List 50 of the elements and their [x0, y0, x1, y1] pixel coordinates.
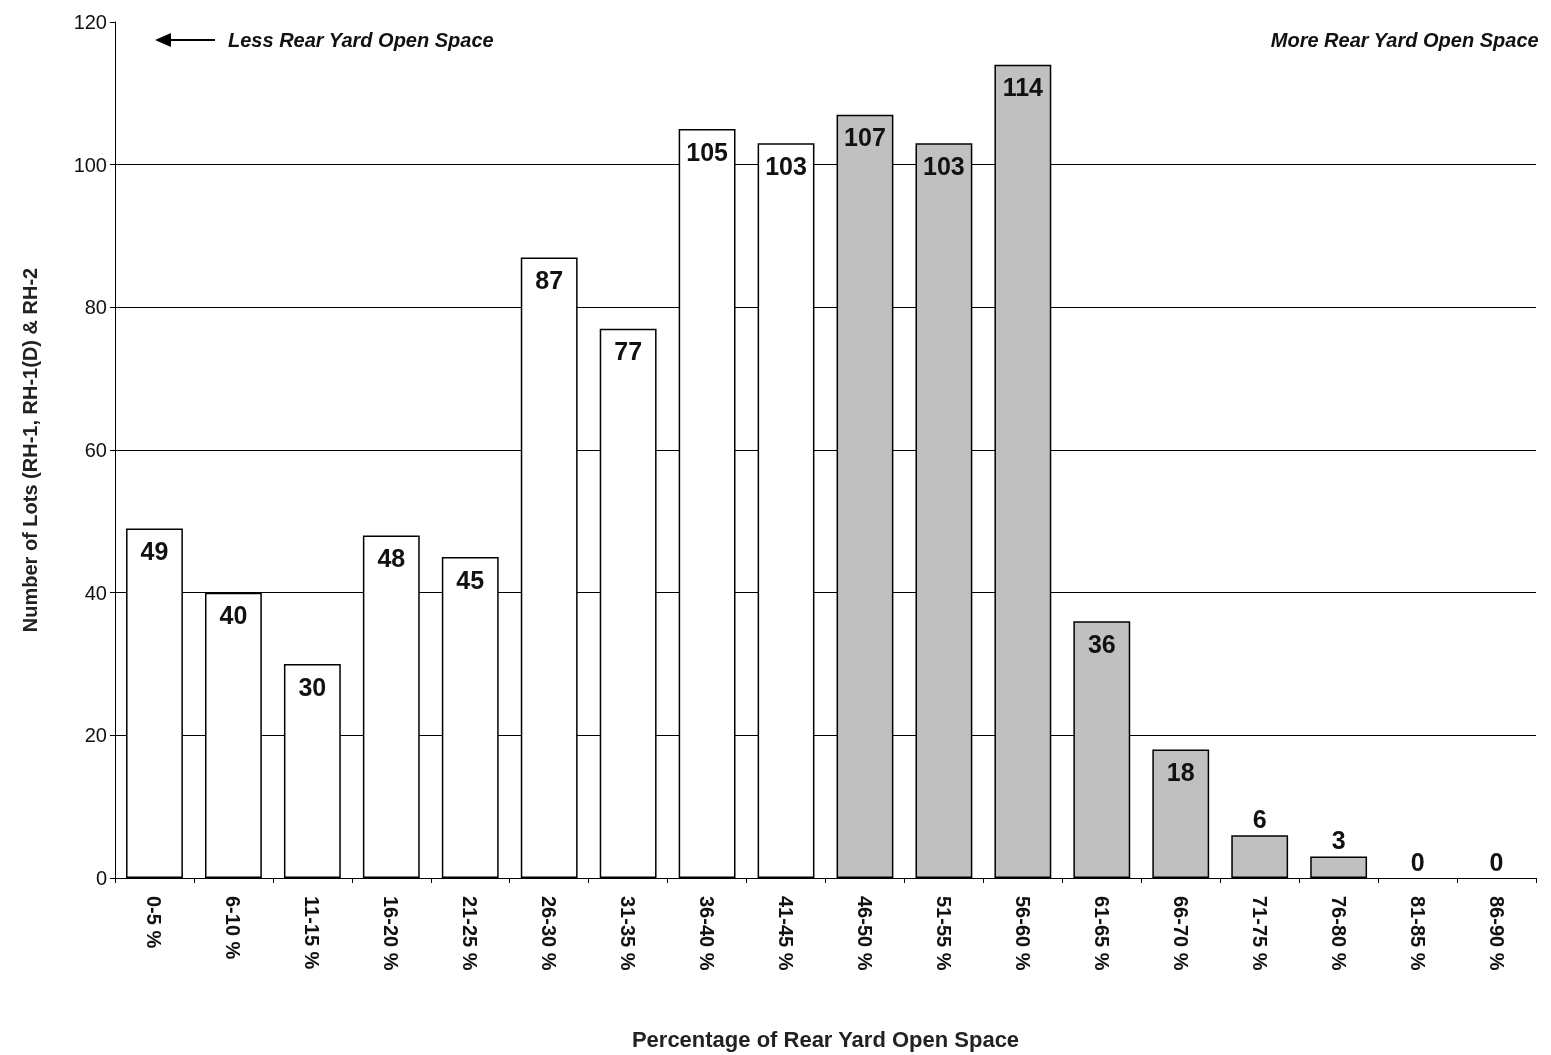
y-tick-label: 20 — [84, 724, 107, 747]
x-tick-label: 51-55 % — [932, 896, 955, 971]
x-tick-label: 11-15 % — [301, 896, 324, 970]
x-tick-label: 41-45 % — [775, 896, 798, 971]
data-label: 0 — [1489, 847, 1504, 876]
y-axis-title: Number of Lots (RH-1, RH-1(D) & RH-2 — [19, 267, 41, 633]
x-tick-label: 86-90 % — [1485, 896, 1508, 971]
y-tick-label: 0 — [95, 867, 107, 889]
y-tick-label: 40 — [84, 581, 107, 604]
x-tick-label: 76-80 % — [1327, 896, 1350, 971]
x-tick-label: 81-85 % — [1406, 896, 1429, 971]
y-tick-label: 100 — [73, 153, 107, 176]
data-label: 107 — [844, 123, 886, 152]
x-tick-label: 36-40 % — [696, 896, 719, 971]
x-tick-label: 56-60 % — [1011, 896, 1034, 971]
bar — [1310, 856, 1368, 878]
data-label: 30 — [298, 672, 327, 701]
y-tick-label: 80 — [84, 296, 107, 319]
x-tick-label: 66-70 % — [1169, 896, 1192, 971]
data-label: 114 — [1002, 73, 1044, 102]
annotation: Less Rear Yard Open Space — [228, 29, 494, 51]
data-label: 3 — [1331, 826, 1346, 855]
y-tick-label: 120 — [73, 11, 107, 33]
x-tick-label: 0-5 % — [143, 896, 166, 949]
data-label: 103 — [765, 151, 807, 180]
x-tick-label: 16-20 % — [380, 896, 403, 971]
x-tick-label: 21-25 % — [459, 896, 482, 971]
y-tick-label: 60 — [84, 439, 107, 461]
data-label: 36 — [1087, 629, 1116, 658]
annotation: More Rear Yard Open Space — [1270, 29, 1539, 51]
data-label: 18 — [1166, 758, 1195, 787]
data-label: 0 — [1410, 847, 1425, 876]
x-tick-label: 6-10 % — [222, 896, 245, 960]
data-label: 77 — [614, 337, 643, 366]
x-tick-label: 31-35 % — [617, 896, 640, 971]
data-label: 49 — [140, 536, 169, 565]
data-label: 48 — [377, 544, 406, 573]
x-axis-title: Percentage of Rear Yard Open Space — [631, 1026, 1020, 1052]
data-label: 105 — [686, 137, 729, 166]
data-label: 103 — [923, 151, 965, 180]
bar — [1152, 749, 1210, 878]
bar — [1231, 835, 1289, 878]
data-label: 40 — [219, 601, 248, 630]
x-tick-label: 71-75 % — [1248, 896, 1271, 971]
x-tick-label: 26-30 % — [538, 896, 561, 971]
x-tick-label: 46-50 % — [853, 896, 876, 971]
data-label: 6 — [1252, 804, 1267, 833]
x-tick-label: 61-65 % — [1090, 896, 1113, 971]
data-label: 45 — [456, 565, 485, 594]
data-label: 87 — [535, 265, 564, 294]
